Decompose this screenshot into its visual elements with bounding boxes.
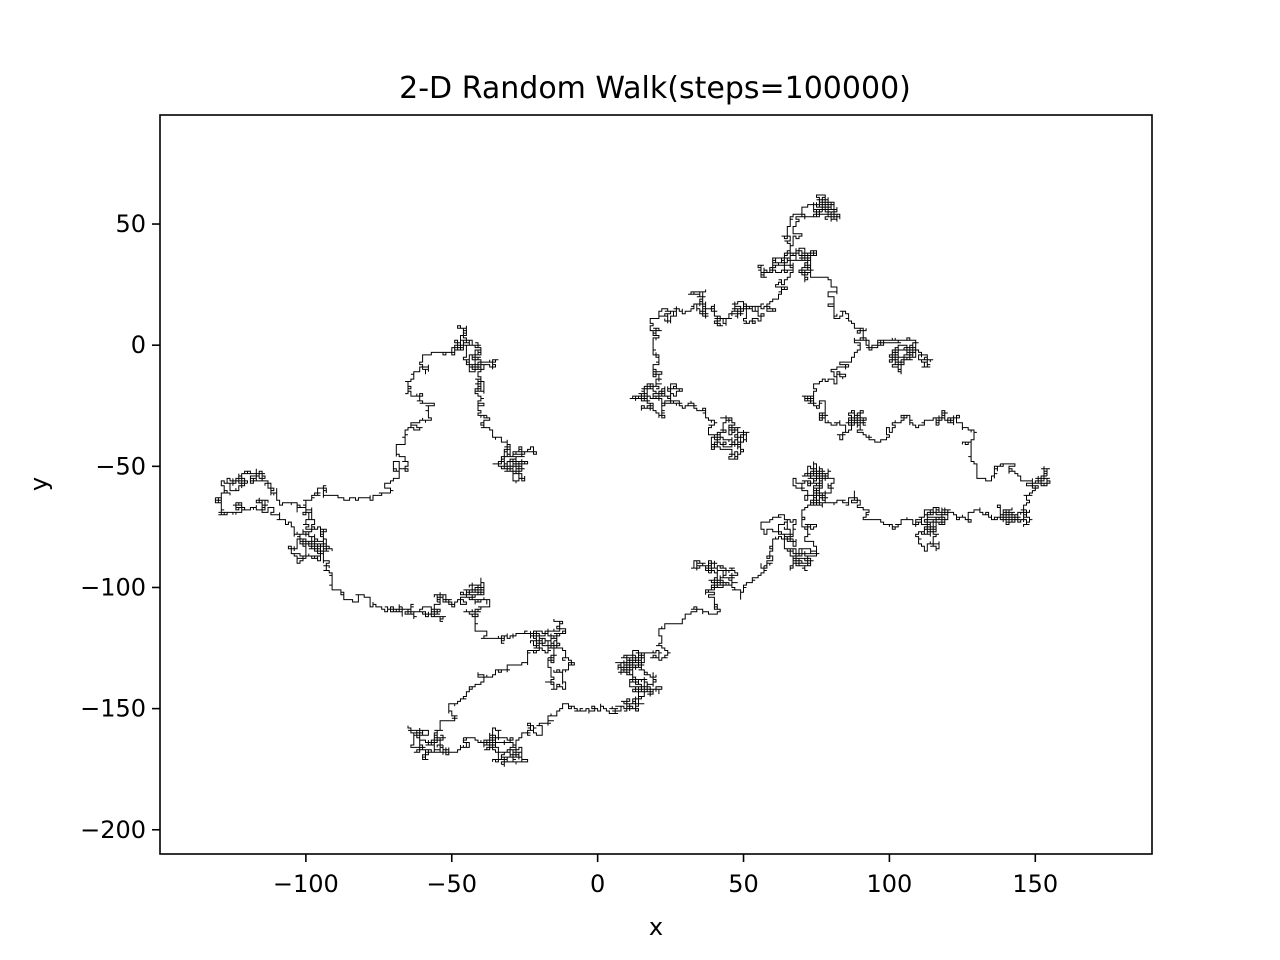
- x-tick-label: 150: [1012, 870, 1058, 898]
- chart-title: 2-D Random Walk(steps=100000): [399, 71, 911, 106]
- x-tick-label: −50: [426, 870, 477, 898]
- x-tick-label: −100: [273, 870, 339, 898]
- random-walk-path: [214, 194, 1051, 767]
- plot-area: [214, 194, 1051, 767]
- x-axis-label: x: [649, 913, 663, 941]
- plot-frame: [159, 114, 1153, 855]
- x-axis-ticks: −100 −50 0 50 100 150: [273, 854, 1058, 898]
- y-tick-label: −50: [95, 452, 146, 480]
- x-tick-label: 50: [728, 870, 759, 898]
- y-tick-label: −100: [80, 573, 146, 601]
- y-tick-label: 0: [131, 331, 146, 359]
- y-axis-ticks: 50 0 −50 −100 −150 −200: [80, 210, 160, 844]
- x-tick-label: 100: [867, 870, 913, 898]
- y-tick-label: 50: [115, 210, 146, 238]
- x-tick-label: 0: [590, 870, 605, 898]
- y-tick-label: −200: [80, 816, 146, 844]
- y-tick-label: −150: [80, 695, 146, 723]
- y-axis-label: y: [25, 477, 53, 491]
